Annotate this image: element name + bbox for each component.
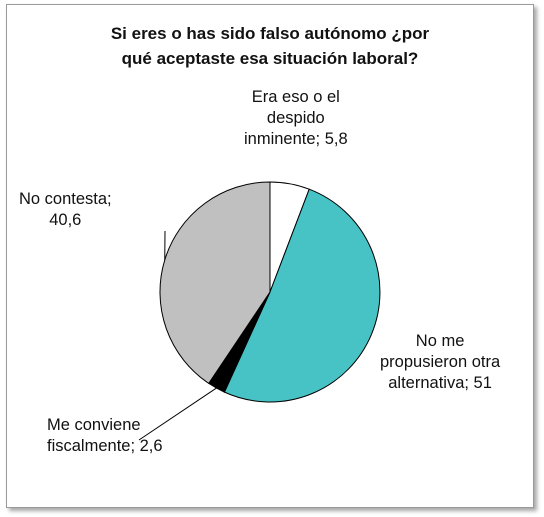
slice-label-fiscal: Me conviene fiscalmente; 2,6 <box>47 415 163 457</box>
slice-label-despido-line-1: Era eso o el <box>251 88 340 106</box>
slice-label-fiscal-line-1: Me conviene <box>47 416 141 434</box>
slice-label-despido-line-2: despido <box>266 109 325 127</box>
chart-title-line-2: qué aceptaste esa situación laboral? <box>121 49 419 68</box>
slice-label-alternativa-line-3: alternativa; 51 <box>388 374 492 392</box>
slice-label-alternativa: No me propusieron otra alternativa; 51 <box>380 331 500 394</box>
slice-label-alternativa-line-1: No me <box>415 332 465 350</box>
pie-slice-no-contesta <box>159 181 271 385</box>
slice-label-alternativa-line-2: propusieron otra <box>380 353 501 371</box>
pie-slice-alternativa <box>223 188 381 403</box>
chart-frame: Si eres o has sido falso autónomo ¿por q… <box>6 4 534 508</box>
slice-label-no-contesta-line-1: No contesta; <box>19 190 112 208</box>
slice-label-despido: Era eso o el despido inminente; 5,8 <box>244 87 348 150</box>
slice-label-fiscal-line-2: fiscalmente; 2,6 <box>47 437 163 455</box>
slice-label-no-contesta-line-2: 40,6 <box>49 211 82 229</box>
chart-title: Si eres o has sido falso autónomo ¿por q… <box>7 21 533 71</box>
slice-label-no-contesta: No contesta; 40,6 <box>19 189 112 231</box>
leader-line-fiscal <box>138 387 217 441</box>
pie-chart <box>138 181 381 441</box>
chart-title-line-1: Si eres o has sido falso autónomo ¿por <box>110 24 430 43</box>
slice-label-despido-line-3: inminente; 5,8 <box>244 130 348 148</box>
